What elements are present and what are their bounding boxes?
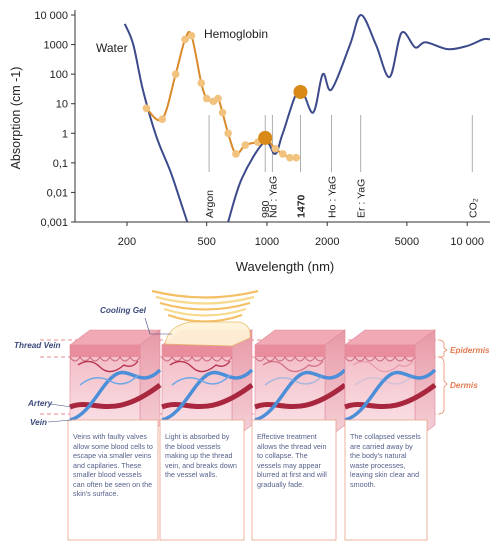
pointer bbox=[49, 403, 73, 408]
papillae bbox=[161, 356, 233, 362]
small-vein bbox=[264, 374, 324, 386]
artery bbox=[161, 383, 254, 410]
y-tick-label: 100 bbox=[50, 69, 68, 81]
data-point bbox=[279, 150, 287, 158]
epidermis-layer bbox=[345, 345, 415, 357]
data-point bbox=[271, 144, 280, 153]
y-tick-label: 0,001 bbox=[40, 217, 68, 229]
illustration-label: Vein bbox=[30, 418, 47, 427]
y-axis-title: Absorption (cm -1) bbox=[9, 67, 23, 170]
artery bbox=[344, 383, 437, 410]
vein bbox=[254, 368, 347, 422]
light-wave bbox=[159, 301, 251, 311]
data-point bbox=[292, 153, 301, 162]
pointer bbox=[144, 317, 151, 335]
data-point bbox=[181, 35, 189, 44]
epidermis-layer bbox=[70, 345, 140, 357]
artery bbox=[254, 383, 347, 410]
x-tick-label: 2000 bbox=[315, 236, 339, 248]
data-point bbox=[241, 141, 250, 149]
epidermis-layer bbox=[255, 345, 325, 357]
step-text: Effective treatment allows the thread ve… bbox=[257, 432, 327, 489]
papillae bbox=[344, 356, 416, 362]
pointer bbox=[47, 419, 73, 423]
epidermis-bracket bbox=[437, 339, 448, 358]
series-line bbox=[145, 30, 297, 159]
step-text: The collapsed vessels are carried away b… bbox=[350, 432, 421, 489]
data-point bbox=[218, 108, 227, 117]
small-vein bbox=[171, 374, 231, 386]
step-box bbox=[159, 419, 245, 541]
vein bbox=[69, 368, 162, 422]
data-point bbox=[224, 129, 232, 138]
y-tick-label: 10 bbox=[56, 99, 68, 111]
laser-label: 1470 bbox=[295, 194, 307, 218]
data-point bbox=[187, 31, 196, 40]
data-point bbox=[214, 94, 222, 103]
data-point bbox=[142, 104, 151, 113]
vein bbox=[161, 368, 254, 422]
step-box bbox=[344, 419, 428, 541]
thread-vein bbox=[352, 360, 414, 373]
laser-label: 980 bbox=[260, 200, 272, 218]
cooling-gel bbox=[164, 321, 251, 347]
x-tick-label: 5000 bbox=[395, 236, 419, 248]
series-label: Water bbox=[96, 41, 128, 55]
series-label: Hemoglobin bbox=[204, 27, 268, 41]
y-tick-label: 1000 bbox=[44, 40, 68, 52]
papillae bbox=[254, 356, 326, 362]
y-tick-label: 0,1 bbox=[53, 158, 68, 170]
thread-vein bbox=[262, 360, 324, 373]
artery bbox=[69, 383, 162, 410]
laser-label: Argon bbox=[204, 190, 216, 218]
y-tick-label: 1 bbox=[62, 128, 68, 140]
highlight-point bbox=[293, 84, 308, 99]
illustration-label: Thread Vein bbox=[14, 341, 61, 350]
x-tick-label: 10 000 bbox=[450, 236, 484, 248]
data-point bbox=[158, 115, 167, 123]
step-text: Veins with faulty valves allow some bloo… bbox=[73, 432, 153, 498]
x-axis-title: Wavelength (nm) bbox=[236, 259, 335, 274]
data-point bbox=[197, 79, 206, 87]
x-tick-label: 1000 bbox=[255, 236, 279, 248]
laser-label: CO₂ bbox=[467, 198, 479, 218]
illustration: Cooling Gel Thread Vein Artery Vein Epidermi… bbox=[14, 289, 490, 541]
papillae bbox=[69, 356, 141, 362]
illustration-label: Artery bbox=[27, 399, 53, 408]
step-box bbox=[67, 419, 159, 541]
step-text: Light is absorbed by the blood vessels m… bbox=[165, 432, 237, 479]
laser-label: Nd : YaG bbox=[267, 176, 279, 218]
laser-label: Ho : YaG bbox=[326, 176, 338, 218]
highlight-point bbox=[258, 130, 273, 145]
laser-label: Er : YaG bbox=[356, 179, 368, 218]
light-wave bbox=[151, 289, 259, 299]
dermis-bracket bbox=[437, 356, 448, 415]
illustration-label: Cooling Gel bbox=[100, 306, 147, 315]
x-tick-label: 200 bbox=[118, 236, 136, 248]
step-box bbox=[251, 419, 337, 541]
light-wave bbox=[155, 295, 255, 305]
epidermis-layer bbox=[162, 345, 232, 357]
light-wave bbox=[167, 313, 243, 323]
x-tick-label: 500 bbox=[197, 236, 215, 248]
data-point bbox=[232, 150, 240, 158]
illustration-label: Epidermis bbox=[450, 346, 490, 355]
data-point bbox=[171, 70, 180, 78]
small-vein bbox=[354, 374, 414, 386]
small-vein bbox=[79, 374, 139, 386]
y-tick-label: 0,01 bbox=[47, 187, 68, 199]
thread-vein bbox=[77, 360, 139, 373]
thread-vein bbox=[169, 360, 231, 373]
data-point bbox=[202, 94, 211, 103]
series-line bbox=[123, 13, 491, 223]
light-wave bbox=[163, 307, 247, 317]
data-point bbox=[285, 153, 294, 162]
y-tick-label: 10 000 bbox=[34, 10, 68, 22]
vein bbox=[344, 368, 437, 422]
illustration-label: Dermis bbox=[450, 381, 478, 390]
